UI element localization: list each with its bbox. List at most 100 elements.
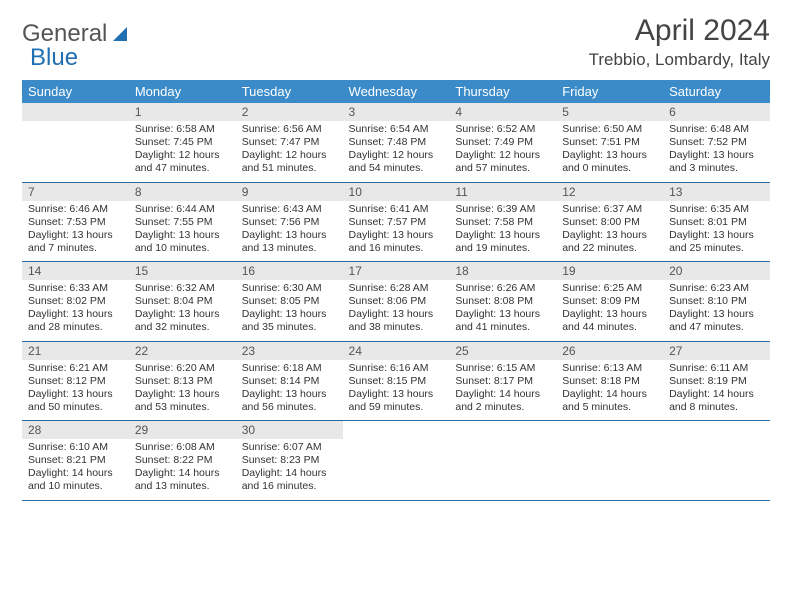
calendar-week-row: 1Sunrise: 6:58 AMSunset: 7:45 PMDaylight…: [22, 103, 770, 182]
day-info: Sunrise: 6:52 AMSunset: 7:49 PMDaylight:…: [449, 121, 556, 182]
day-number: 5: [556, 103, 663, 121]
day-number: 3: [343, 103, 450, 121]
day-info: Sunrise: 6:16 AMSunset: 8:15 PMDaylight:…: [343, 360, 450, 421]
weekday-header: Wednesday: [343, 80, 450, 103]
weekday-header: Thursday: [449, 80, 556, 103]
day-number: 8: [129, 183, 236, 201]
day-number: 19: [556, 262, 663, 280]
calendar-table: SundayMondayTuesdayWednesdayThursdayFrid…: [22, 80, 770, 501]
calendar-cell: 8Sunrise: 6:44 AMSunset: 7:55 PMDaylight…: [129, 182, 236, 262]
calendar-week-row: 7Sunrise: 6:46 AMSunset: 7:53 PMDaylight…: [22, 182, 770, 262]
day-number: 2: [236, 103, 343, 121]
day-number: 26: [556, 342, 663, 360]
logo: General: [22, 14, 131, 48]
day-number: 22: [129, 342, 236, 360]
calendar-cell: 18Sunrise: 6:26 AMSunset: 8:08 PMDayligh…: [449, 262, 556, 342]
day-number: 11: [449, 183, 556, 201]
calendar-cell: [556, 421, 663, 501]
calendar-cell: 4Sunrise: 6:52 AMSunset: 7:49 PMDaylight…: [449, 103, 556, 182]
day-info: Sunrise: 6:28 AMSunset: 8:06 PMDaylight:…: [343, 280, 450, 341]
day-number: 10: [343, 183, 450, 201]
calendar-cell: 30Sunrise: 6:07 AMSunset: 8:23 PMDayligh…: [236, 421, 343, 501]
calendar-cell: [663, 421, 770, 501]
calendar-cell: 19Sunrise: 6:25 AMSunset: 8:09 PMDayligh…: [556, 262, 663, 342]
calendar-cell: 17Sunrise: 6:28 AMSunset: 8:06 PMDayligh…: [343, 262, 450, 342]
calendar-cell: 13Sunrise: 6:35 AMSunset: 8:01 PMDayligh…: [663, 182, 770, 262]
day-number: 4: [449, 103, 556, 121]
day-info: Sunrise: 6:56 AMSunset: 7:47 PMDaylight:…: [236, 121, 343, 182]
day-number: 24: [343, 342, 450, 360]
day-info: Sunrise: 6:41 AMSunset: 7:57 PMDaylight:…: [343, 201, 450, 262]
day-info: Sunrise: 6:50 AMSunset: 7:51 PMDaylight:…: [556, 121, 663, 182]
day-number: 14: [22, 262, 129, 280]
day-info: Sunrise: 6:23 AMSunset: 8:10 PMDaylight:…: [663, 280, 770, 341]
weekday-header: Friday: [556, 80, 663, 103]
logo-text-2: Blue: [30, 44, 78, 72]
day-info: Sunrise: 6:32 AMSunset: 8:04 PMDaylight:…: [129, 280, 236, 341]
day-info: Sunrise: 6:07 AMSunset: 8:23 PMDaylight:…: [236, 439, 343, 500]
day-number: 25: [449, 342, 556, 360]
day-number: 28: [22, 421, 129, 439]
day-info: Sunrise: 6:58 AMSunset: 7:45 PMDaylight:…: [129, 121, 236, 182]
weekday-header: Monday: [129, 80, 236, 103]
day-info: Sunrise: 6:37 AMSunset: 8:00 PMDaylight:…: [556, 201, 663, 262]
day-number: 1: [129, 103, 236, 121]
day-number: 21: [22, 342, 129, 360]
calendar-body: 1Sunrise: 6:58 AMSunset: 7:45 PMDaylight…: [22, 103, 770, 500]
calendar-cell: 12Sunrise: 6:37 AMSunset: 8:00 PMDayligh…: [556, 182, 663, 262]
day-number: 30: [236, 421, 343, 439]
day-info: Sunrise: 6:39 AMSunset: 7:58 PMDaylight:…: [449, 201, 556, 262]
day-info: Sunrise: 6:54 AMSunset: 7:48 PMDaylight:…: [343, 121, 450, 182]
day-info: Sunrise: 6:11 AMSunset: 8:19 PMDaylight:…: [663, 360, 770, 421]
logo-triangle-icon: [113, 27, 127, 41]
day-info: Sunrise: 6:25 AMSunset: 8:09 PMDaylight:…: [556, 280, 663, 341]
calendar-cell: 5Sunrise: 6:50 AMSunset: 7:51 PMDaylight…: [556, 103, 663, 182]
day-info: Sunrise: 6:35 AMSunset: 8:01 PMDaylight:…: [663, 201, 770, 262]
day-number: 20: [663, 262, 770, 280]
title-block: April 2024 Trebbio, Lombardy, Italy: [589, 14, 770, 70]
day-info: Sunrise: 6:33 AMSunset: 8:02 PMDaylight:…: [22, 280, 129, 341]
calendar-cell: 9Sunrise: 6:43 AMSunset: 7:56 PMDaylight…: [236, 182, 343, 262]
day-info: Sunrise: 6:26 AMSunset: 8:08 PMDaylight:…: [449, 280, 556, 341]
day-number: 17: [343, 262, 450, 280]
calendar-week-row: 28Sunrise: 6:10 AMSunset: 8:21 PMDayligh…: [22, 421, 770, 501]
calendar-cell: 6Sunrise: 6:48 AMSunset: 7:52 PMDaylight…: [663, 103, 770, 182]
calendar-cell: 29Sunrise: 6:08 AMSunset: 8:22 PMDayligh…: [129, 421, 236, 501]
calendar-cell: 20Sunrise: 6:23 AMSunset: 8:10 PMDayligh…: [663, 262, 770, 342]
calendar-header-row: SundayMondayTuesdayWednesdayThursdayFrid…: [22, 80, 770, 103]
calendar-week-row: 14Sunrise: 6:33 AMSunset: 8:02 PMDayligh…: [22, 262, 770, 342]
empty-daynum: [22, 103, 129, 121]
calendar-cell: 26Sunrise: 6:13 AMSunset: 8:18 PMDayligh…: [556, 341, 663, 421]
calendar-cell: 3Sunrise: 6:54 AMSunset: 7:48 PMDaylight…: [343, 103, 450, 182]
day-number: 12: [556, 183, 663, 201]
day-info: Sunrise: 6:10 AMSunset: 8:21 PMDaylight:…: [22, 439, 129, 500]
day-info: Sunrise: 6:44 AMSunset: 7:55 PMDaylight:…: [129, 201, 236, 262]
day-number: 15: [129, 262, 236, 280]
calendar-cell: 2Sunrise: 6:56 AMSunset: 7:47 PMDaylight…: [236, 103, 343, 182]
calendar-cell: 15Sunrise: 6:32 AMSunset: 8:04 PMDayligh…: [129, 262, 236, 342]
calendar-cell: 23Sunrise: 6:18 AMSunset: 8:14 PMDayligh…: [236, 341, 343, 421]
day-info: Sunrise: 6:18 AMSunset: 8:14 PMDaylight:…: [236, 360, 343, 421]
calendar-cell: 22Sunrise: 6:20 AMSunset: 8:13 PMDayligh…: [129, 341, 236, 421]
calendar-cell: 25Sunrise: 6:15 AMSunset: 8:17 PMDayligh…: [449, 341, 556, 421]
day-number: 9: [236, 183, 343, 201]
calendar-cell: 1Sunrise: 6:58 AMSunset: 7:45 PMDaylight…: [129, 103, 236, 182]
calendar-cell: 24Sunrise: 6:16 AMSunset: 8:15 PMDayligh…: [343, 341, 450, 421]
day-number: 18: [449, 262, 556, 280]
calendar-cell: 10Sunrise: 6:41 AMSunset: 7:57 PMDayligh…: [343, 182, 450, 262]
day-info: Sunrise: 6:46 AMSunset: 7:53 PMDaylight:…: [22, 201, 129, 262]
day-info: Sunrise: 6:48 AMSunset: 7:52 PMDaylight:…: [663, 121, 770, 182]
location-text: Trebbio, Lombardy, Italy: [589, 50, 770, 70]
calendar-cell: 27Sunrise: 6:11 AMSunset: 8:19 PMDayligh…: [663, 341, 770, 421]
day-number: 27: [663, 342, 770, 360]
day-info: Sunrise: 6:13 AMSunset: 8:18 PMDaylight:…: [556, 360, 663, 421]
page-title: April 2024: [589, 14, 770, 48]
calendar-cell: 14Sunrise: 6:33 AMSunset: 8:02 PMDayligh…: [22, 262, 129, 342]
calendar-cell: [343, 421, 450, 501]
day-number: 13: [663, 183, 770, 201]
calendar-cell: 16Sunrise: 6:30 AMSunset: 8:05 PMDayligh…: [236, 262, 343, 342]
day-number: 16: [236, 262, 343, 280]
calendar-week-row: 21Sunrise: 6:21 AMSunset: 8:12 PMDayligh…: [22, 341, 770, 421]
calendar-cell: 11Sunrise: 6:39 AMSunset: 7:58 PMDayligh…: [449, 182, 556, 262]
calendar-cell: 7Sunrise: 6:46 AMSunset: 7:53 PMDaylight…: [22, 182, 129, 262]
